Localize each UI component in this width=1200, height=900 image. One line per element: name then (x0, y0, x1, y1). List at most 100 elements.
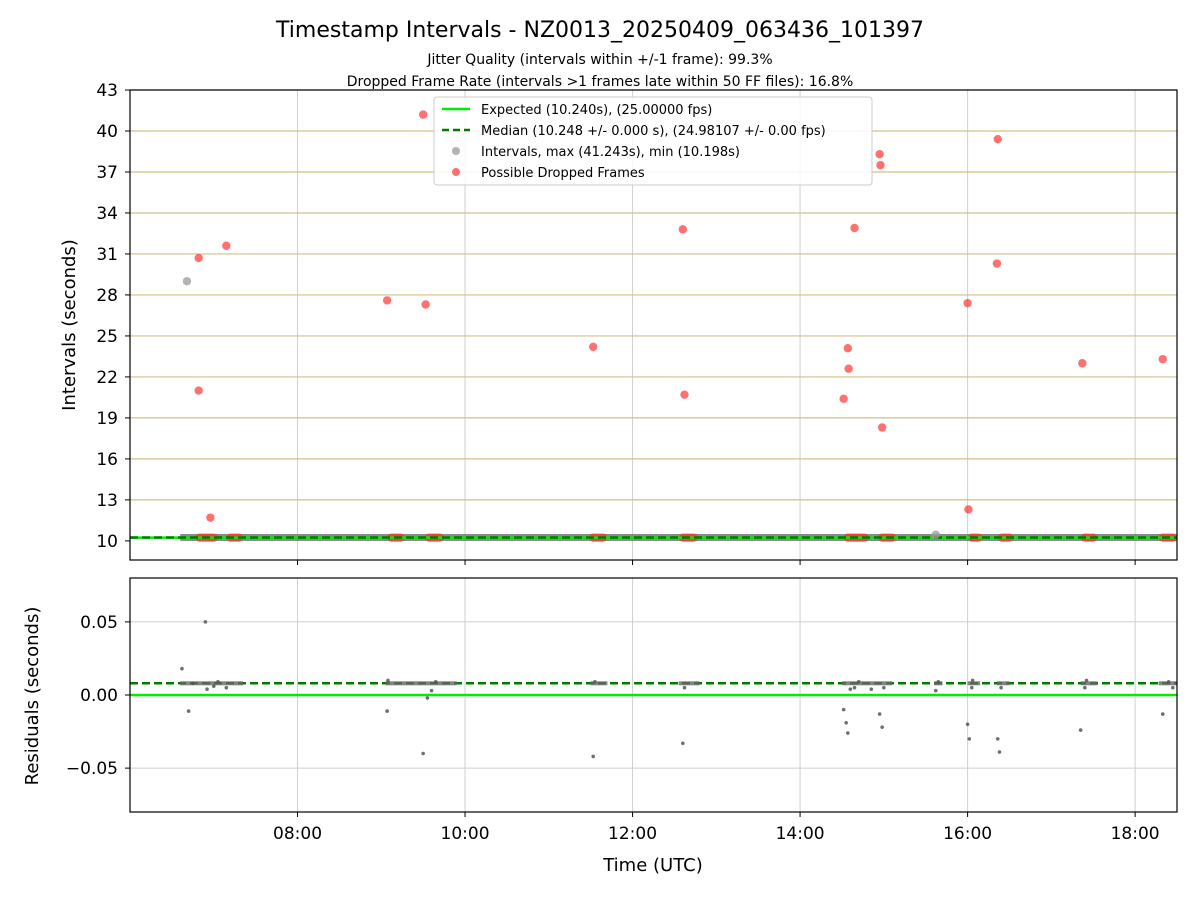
residual-points-cluster (385, 681, 457, 686)
residual-point (429, 688, 434, 693)
chart-title: Timestamp Intervals - NZ0013_20250409_06… (275, 18, 924, 43)
residual-points-cluster (967, 681, 981, 686)
intervals-y-tick-label: 37 (96, 163, 118, 183)
residual-points-cluster (590, 681, 608, 686)
residual-point (385, 709, 389, 713)
residual-point (682, 685, 687, 690)
residual-point (205, 687, 209, 691)
residual-point (216, 680, 220, 684)
intervals-y-tick-label: 10 (96, 532, 118, 552)
residual-point (211, 684, 216, 689)
residual-point (844, 720, 848, 725)
intervals-y-axis-label: Intervals (seconds) (59, 239, 80, 411)
legend-box (433, 96, 873, 186)
dropped-frame-point (876, 160, 885, 170)
residual-point (997, 750, 1002, 754)
x-tick-label: 12:00 (608, 824, 657, 844)
residual-points-cluster (180, 681, 244, 686)
dropped-frame-point (850, 223, 859, 233)
intervals-y-tick-label: 19 (96, 409, 118, 429)
residual-point (848, 687, 853, 691)
dropped-frame-point (680, 390, 689, 399)
legend-intervals-swatch (452, 147, 460, 155)
chart-subtitle-dropped: Dropped Frame Rate (intervals >1 frames … (347, 74, 854, 90)
residual-point (846, 731, 850, 735)
x-tick-label: 16:00 (943, 824, 992, 844)
residual-point (191, 681, 195, 686)
dropped-frame-point (1158, 354, 1167, 364)
residual-points-cluster (996, 681, 1010, 686)
residual-point (1084, 678, 1089, 683)
residual-point (856, 680, 861, 684)
x-tick-label: 10:00 (441, 824, 490, 844)
dropped-frame-point (1078, 359, 1087, 368)
residual-point (869, 687, 874, 691)
residual-point (433, 680, 438, 684)
dropped-frame-point (843, 344, 853, 353)
residuals-y-tick-label: 0.05 (80, 613, 118, 633)
residual-point (999, 685, 1003, 690)
intervals-y-tick-label: 40 (96, 122, 118, 142)
residuals-y-tick-label: 0.00 (80, 686, 118, 706)
dropped-frame-point (877, 423, 887, 432)
intervals-y-tick-label: 22 (96, 368, 118, 388)
dropped-frame-point (382, 296, 392, 305)
residual-point (933, 688, 938, 693)
residual-point (203, 620, 208, 624)
residual-point (965, 722, 970, 727)
residual-point (995, 737, 1000, 741)
residual-point (841, 707, 846, 712)
dropped-frame-point (844, 364, 853, 373)
residual-point (1083, 685, 1087, 690)
residual-points-cluster (841, 681, 893, 686)
interval-point (931, 530, 940, 539)
dropped-frame-point (222, 241, 231, 250)
residual-point (593, 680, 597, 684)
intervals-plot-frame (129, 89, 1178, 561)
residual-point (386, 678, 390, 683)
residual-point (681, 741, 685, 746)
legend-dropped-swatch (452, 168, 460, 176)
residual-point (421, 751, 425, 756)
residual-point (425, 696, 430, 700)
chart-subtitle-jitter: Jitter Quality (intervals within +/-1 fr… (426, 52, 772, 68)
residual-point (591, 754, 595, 759)
dropped-frame-point (418, 110, 428, 119)
interval-point (182, 277, 192, 286)
x-tick-label: 08:00 (273, 824, 322, 844)
dropped-frame-point (194, 386, 203, 395)
intervals-y-tick-label: 16 (96, 450, 118, 470)
dropped-frame-point (194, 253, 203, 263)
residual-point (877, 712, 882, 716)
residual-point (180, 666, 184, 671)
residual-point (969, 685, 974, 690)
residual-point (880, 725, 884, 729)
x-tick-label: 18:00 (1111, 824, 1160, 844)
legend-dropped-label: Possible Dropped Frames (481, 166, 645, 181)
dropped-frame-point (993, 134, 1002, 144)
residual-point (852, 685, 857, 690)
residual-point (936, 680, 941, 684)
intervals-y-tick-label: 13 (96, 491, 118, 511)
residual-point (1171, 685, 1175, 690)
intervals-y-tick-label: 25 (96, 327, 118, 347)
dropped-frame-point (588, 342, 598, 352)
legend-median-label: Median (10.248 +/- 0.000 s), (24.98107 +… (481, 124, 826, 139)
residual-point (882, 685, 886, 690)
residual-point (1160, 712, 1165, 716)
legend: Expected (10.240s), (25.00000 fps) Media… (433, 96, 873, 186)
intervals-y-tick-label: 31 (96, 245, 118, 265)
legend-intervals-label: Intervals, max (41.243s), min (10.198s) (481, 145, 740, 160)
x-tick-label: 14:00 (776, 824, 825, 844)
dropped-frame-point (963, 298, 972, 308)
legend-expected-label: Expected (10.240s), (25.00000 fps) (481, 103, 712, 118)
residual-points-cluster (1080, 681, 1098, 686)
dropped-frame-point (992, 259, 1002, 268)
intervals-y-tick-label: 28 (96, 286, 118, 306)
dropped-frame-point (678, 225, 688, 234)
residual-point (970, 678, 975, 683)
residuals-panel: 0.05 0.00 −0.05 08:00 10:00 12:00 14:00 16:00 1… (22, 577, 1178, 876)
residual-point (967, 737, 972, 741)
dropped-frame-point (421, 300, 430, 309)
